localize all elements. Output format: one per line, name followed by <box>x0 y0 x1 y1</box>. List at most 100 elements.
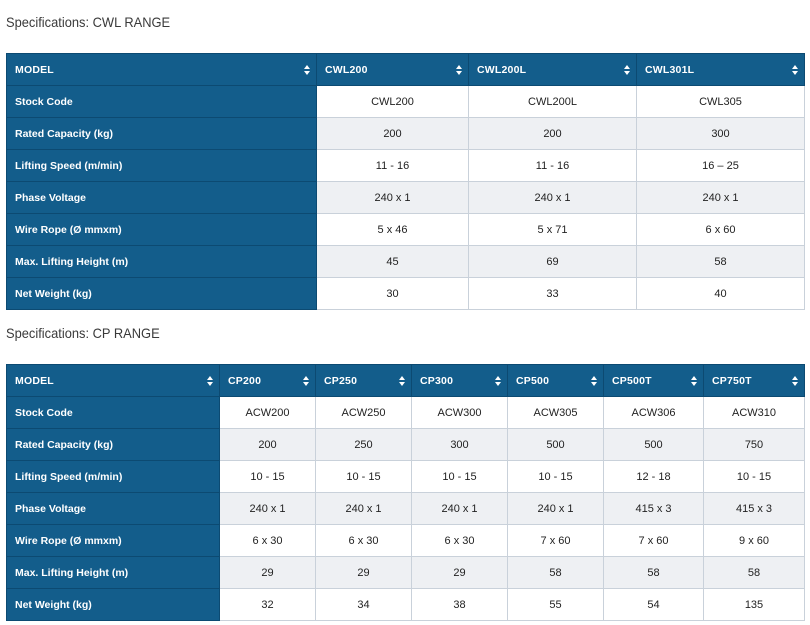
table-cell: 135 <box>703 588 805 621</box>
column-header-label: CP750T <box>712 374 752 387</box>
table-cell: 750 <box>703 428 805 461</box>
table-row: Max. Lifting Height (m) 29 29 29 58 58 58 <box>6 556 805 589</box>
table-cell: 30 <box>316 277 469 310</box>
table-cell: 240 x 1 <box>315 492 412 525</box>
model-column-header-cp500[interactable]: CP500 <box>507 364 604 397</box>
table-header-row: MODEL CWL200 CWL200L CWL301L <box>6 53 805 86</box>
column-header-label: CP250 <box>324 374 358 387</box>
table-cell: 40 <box>636 277 805 310</box>
row-label: Rated Capacity (kg) <box>6 117 317 150</box>
table-cell: 240 x 1 <box>219 492 316 525</box>
table-cell: 45 <box>316 245 469 278</box>
row-label: Lifting Speed (m/min) <box>6 149 317 182</box>
cp-section-title: Specifications: CP RANGE <box>6 325 160 341</box>
table-cell: 415 x 3 <box>603 492 704 525</box>
sort-icon[interactable] <box>399 375 405 386</box>
table-row: Phase Voltage 240 x 1 240 x 1 240 x 1 240 x … <box>6 492 805 525</box>
sort-icon[interactable] <box>303 375 309 386</box>
model-column-header[interactable]: MODEL <box>6 53 317 86</box>
table-row: Net Weight (kg) 30 33 40 <box>6 277 805 310</box>
table-cell: 11 - 16 <box>468 149 637 182</box>
column-header-label: CWL200 <box>325 63 368 76</box>
table-cell: 200 <box>219 428 316 461</box>
table-cell: 9 x 60 <box>703 524 805 557</box>
table-row: Stock Code CWL200 CWL200L CWL305 <box>6 85 805 118</box>
table-cell: 54 <box>603 588 704 621</box>
table-row: Stock Code ACW200 ACW250 ACW300 ACW305 ACW306… <box>6 396 805 429</box>
table-cell: 6 x 60 <box>636 213 805 246</box>
sort-icon[interactable] <box>304 64 310 75</box>
table-cell: 7 x 60 <box>507 524 604 557</box>
table-cell: 29 <box>411 556 508 589</box>
sort-icon[interactable] <box>456 64 462 75</box>
sort-icon[interactable] <box>591 375 597 386</box>
column-header-label: CP300 <box>420 374 454 387</box>
table-cell: 7 x 60 <box>603 524 704 557</box>
row-label: Net Weight (kg) <box>6 588 220 621</box>
table-row: Rated Capacity (kg) 200 200 300 <box>6 117 805 150</box>
row-label: Phase Voltage <box>6 492 220 525</box>
column-header-label: CWL200L <box>477 63 527 76</box>
table-cell: ACW250 <box>315 396 412 429</box>
column-header-label: MODEL <box>15 374 54 387</box>
table-cell: CWL305 <box>636 85 805 118</box>
sort-icon[interactable] <box>691 375 697 386</box>
table-cell: 240 x 1 <box>316 181 469 214</box>
table-cell: 6 x 30 <box>315 524 412 557</box>
table-cell: 32 <box>219 588 316 621</box>
table-cell: 500 <box>507 428 604 461</box>
row-label: Wire Rope (Ø mmxm) <box>6 213 317 246</box>
sort-icon[interactable] <box>792 375 798 386</box>
row-label: Max. Lifting Height (m) <box>6 245 317 278</box>
table-cell: 500 <box>603 428 704 461</box>
table-cell: 10 - 15 <box>219 460 316 493</box>
table-cell: 10 - 15 <box>507 460 604 493</box>
row-label: Max. Lifting Height (m) <box>6 556 220 589</box>
table-cell: 33 <box>468 277 637 310</box>
table-cell: 300 <box>636 117 805 150</box>
table-cell: ACW310 <box>703 396 805 429</box>
table-cell: 200 <box>468 117 637 150</box>
sort-icon[interactable] <box>495 375 501 386</box>
row-label: Wire Rope (Ø mmxm) <box>6 524 220 557</box>
table-cell: 200 <box>316 117 469 150</box>
model-column-header-cwl200[interactable]: CWL200 <box>316 53 469 86</box>
table-cell: 10 - 15 <box>703 460 805 493</box>
column-header-label: CP500T <box>612 374 652 387</box>
table-cell: 34 <box>315 588 412 621</box>
table-cell: CWL200L <box>468 85 637 118</box>
model-column-header-cp250[interactable]: CP250 <box>315 364 412 397</box>
table-cell: 6 x 30 <box>411 524 508 557</box>
table-cell: 240 x 1 <box>507 492 604 525</box>
row-label: Stock Code <box>6 85 317 118</box>
table-cell: ACW300 <box>411 396 508 429</box>
model-column-header-cp500t[interactable]: CP500T <box>603 364 704 397</box>
cp-spec-table: MODEL CP200 CP250 CP300 CP500 CP500T CP750T St… <box>6 364 805 621</box>
column-header-label: CP500 <box>516 374 550 387</box>
model-column-header[interactable]: MODEL <box>6 364 220 397</box>
table-row: Lifting Speed (m/min) 10 - 15 10 - 15 10 - … <box>6 460 805 493</box>
sort-icon[interactable] <box>792 64 798 75</box>
table-cell: 29 <box>315 556 412 589</box>
sort-icon[interactable] <box>624 64 630 75</box>
table-cell: 415 x 3 <box>703 492 805 525</box>
model-column-header-cp750t[interactable]: CP750T <box>703 364 805 397</box>
table-cell: 58 <box>507 556 604 589</box>
table-cell: 38 <box>411 588 508 621</box>
table-row: Net Weight (kg) 32 34 38 55 54 135 <box>6 588 805 621</box>
model-column-header-cp300[interactable]: CP300 <box>411 364 508 397</box>
model-column-header-cwl301l[interactable]: CWL301L <box>636 53 805 86</box>
sort-icon[interactable] <box>207 375 213 386</box>
table-cell: 10 - 15 <box>411 460 508 493</box>
column-header-label: CWL301L <box>645 63 695 76</box>
table-cell: 16 – 25 <box>636 149 805 182</box>
row-label: Phase Voltage <box>6 181 317 214</box>
table-row: Wire Rope (Ø mmxm) 5 x 46 5 x 71 6 x 60 <box>6 213 805 246</box>
table-cell: 300 <box>411 428 508 461</box>
model-column-header-cwl200l[interactable]: CWL200L <box>468 53 637 86</box>
model-column-header-cp200[interactable]: CP200 <box>219 364 316 397</box>
table-cell: ACW306 <box>603 396 704 429</box>
row-label: Net Weight (kg) <box>6 277 317 310</box>
table-cell: 250 <box>315 428 412 461</box>
table-cell: 11 - 16 <box>316 149 469 182</box>
